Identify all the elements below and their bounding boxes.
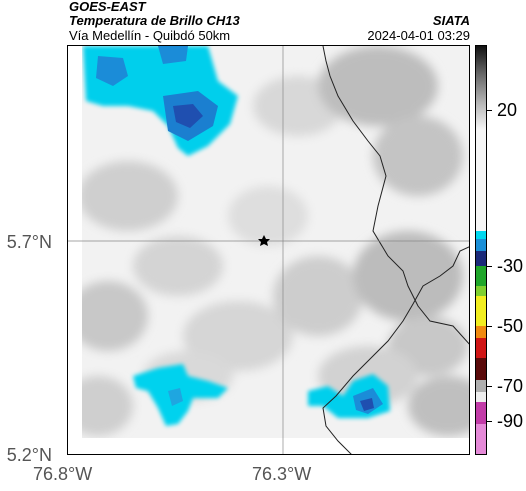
- organization-label: SIATA: [432, 13, 470, 28]
- colorbar: [475, 45, 487, 455]
- cold-cloud-top-left: [83, 46, 238, 156]
- colorbar-label: -90: [497, 411, 524, 431]
- satellite-source: GOES-EAST: [69, 0, 146, 14]
- colorbar-tick: [487, 386, 492, 387]
- colorbar-tick: [487, 266, 492, 267]
- colorbar-label: -50: [497, 316, 524, 336]
- no-data-left: [68, 46, 82, 454]
- map-canvas: [68, 46, 469, 454]
- satellite-map[interactable]: [67, 45, 470, 455]
- colorbar-label: -70: [497, 376, 524, 396]
- department-border: [322, 46, 469, 345]
- route-subtitle: Vía Medellín - Quibdó 50km: [69, 28, 231, 43]
- y-tick-label: 5.7°N: [6, 232, 52, 252]
- y-tick-label: 5.2°N: [6, 445, 52, 465]
- colorbar-tick: [487, 326, 492, 327]
- colorbar-label: -30: [497, 256, 524, 276]
- colorbar-tick: [487, 110, 492, 111]
- x-tick-label: 76.3°W: [252, 464, 312, 484]
- no-data-strip: [68, 438, 469, 454]
- star-icon: [258, 235, 270, 246]
- colorbar-label: 20: [497, 100, 518, 120]
- colorbar-tick: [487, 421, 492, 422]
- product-title: Temperatura de Brillo CH13: [69, 13, 240, 28]
- river-line: [322, 246, 469, 454]
- cold-cloud-bottom: [133, 364, 390, 426]
- timestamp: 2024-04-01 03:29: [367, 28, 470, 43]
- x-tick-label: 76.8°W: [33, 464, 93, 484]
- colorbar-gradient: [476, 46, 486, 454]
